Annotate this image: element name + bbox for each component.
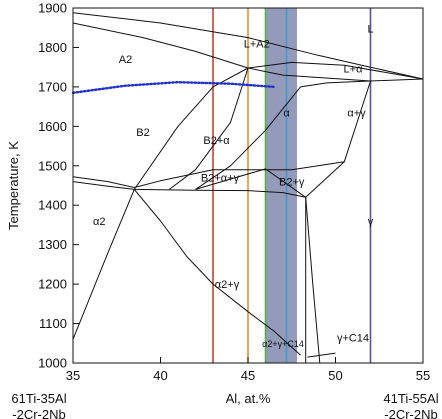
phase-boundary-4 (72, 161, 345, 188)
phase-boundaries-layer (72, 12, 424, 364)
region-label-9: B2+γ (279, 177, 305, 189)
y-tick-label-3: 1300 (38, 237, 67, 252)
region-label-4: α (283, 107, 290, 119)
region-label-8: B2+α+γ (201, 173, 240, 185)
phase-boundary-12 (307, 352, 336, 358)
region-label-11: α2+γ (215, 279, 240, 291)
phase-boundary-7 (195, 80, 371, 190)
right-composition-line2: -2Cr-2Nb (384, 407, 437, 419)
shaded-band-layer (265, 8, 297, 363)
phase-boundary-3 (72, 67, 249, 340)
y-tick-label-8: 1800 (38, 40, 67, 55)
left-composition-line2: -2Cr-2Nb (12, 407, 65, 419)
region-label-5: α+γ (347, 107, 366, 119)
composition-lines-layer (212, 8, 372, 363)
phase-boundary-2 (247, 61, 424, 80)
y-tick-label-2: 1200 (38, 277, 67, 292)
phase-boundary-8 (195, 80, 371, 198)
region-label-14: γ+C14 (337, 332, 369, 344)
region-label-13: α2+γ+C14 (262, 339, 304, 349)
y-tick-label-4: 1400 (38, 198, 67, 213)
region-label-12: γ (368, 216, 374, 228)
region-label-6: B2 (136, 127, 149, 139)
y-tick-label-7: 1700 (38, 79, 67, 94)
phase-boundary-0 (72, 12, 424, 80)
phase-boundary-6 (168, 67, 249, 190)
region-label-7: B2+α (203, 135, 230, 147)
x-axis-title: Al, at.% (226, 391, 271, 406)
ticks-layer: 35 40 45 50 55 1000 1100 1200 1300 1400 1500 1600 17… (38, 1, 430, 384)
y-axis-title: Temperature, K (6, 141, 21, 230)
region-label-1: L+A2 (244, 38, 270, 50)
x-tick-label-0: 35 (66, 368, 80, 383)
region-label-2: L (367, 23, 373, 35)
x-tick-label-3: 50 (328, 368, 342, 383)
x-tick-label-1: 40 (153, 368, 167, 383)
y-tick-label-5: 1500 (38, 158, 67, 173)
region-labels-layer: A2 L+A2 L L+α α α+γ B2 B2+α B2+α+γ B2+γ α2 α2+γ γ α2+… (93, 23, 374, 349)
y-tick-label-1: 1100 (39, 316, 67, 331)
right-composition-line1: 41Ti-55Al (383, 391, 438, 406)
dotted-boundary (71, 80, 276, 95)
y-tick-label-0: 1000 (38, 356, 67, 371)
region-label-0: A2 (119, 54, 132, 66)
phase-boundary-9 (133, 189, 301, 356)
dotted-boundary-layer (71, 80, 276, 95)
shaded-composition-band (265, 8, 297, 363)
phase-boundary-11 (305, 197, 321, 364)
region-label-3: L+α (344, 63, 364, 75)
region-label-10: α2 (93, 216, 105, 228)
phase-boundary-5 (72, 181, 306, 198)
x-tick-label-4: 55 (416, 368, 430, 383)
x-tick-label-2: 45 (241, 368, 255, 383)
y-tick-label-9: 1900 (38, 1, 67, 16)
y-tick-label-6: 1600 (38, 119, 67, 134)
left-composition-line1: 61Ti-35Al (11, 391, 66, 406)
